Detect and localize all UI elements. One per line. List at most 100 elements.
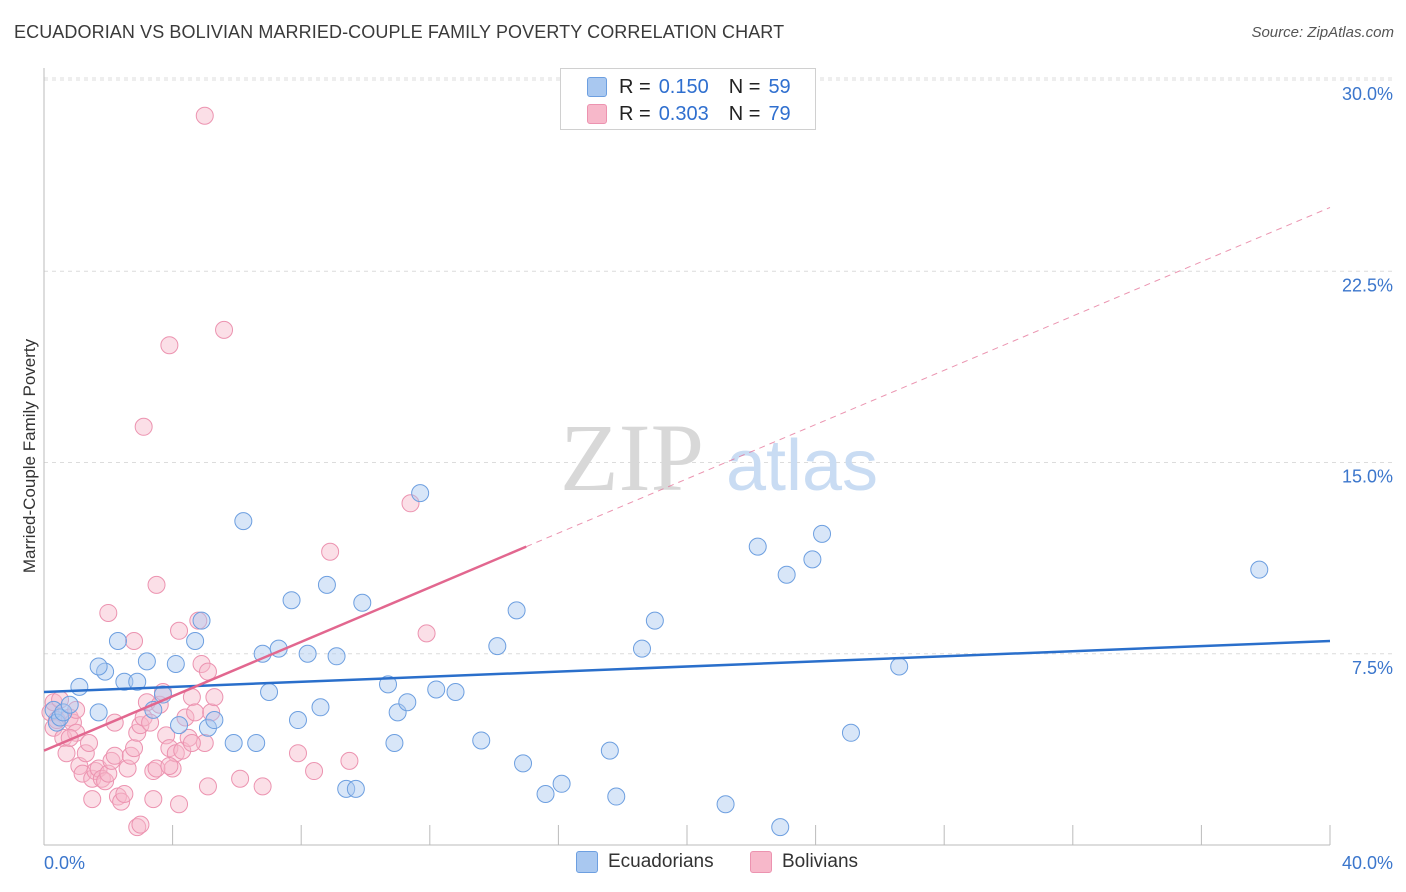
legend-r-value: 0.150 xyxy=(658,75,709,98)
ecuadorian-point xyxy=(205,711,224,730)
x-tick-label-min: 0.0% xyxy=(44,853,85,873)
watermark-atlas: atlas xyxy=(726,426,878,506)
bolivian-point xyxy=(131,815,150,834)
series-legend-bolivians[interactable]: Bolivians xyxy=(750,851,858,873)
bolivian-point xyxy=(125,739,144,758)
bolivian-point xyxy=(176,708,195,727)
bolivian-point xyxy=(195,106,214,125)
ecuadorian-point xyxy=(379,675,398,694)
ecuadorian-point xyxy=(47,713,66,732)
bolivian-point xyxy=(83,790,102,809)
ecuadorian-point xyxy=(54,703,73,722)
ecuadorian-point xyxy=(311,698,330,717)
ecuadorian-point xyxy=(385,734,404,752)
bolivian-points xyxy=(41,106,436,837)
ecuadorian-point xyxy=(398,693,417,712)
bolivian-point xyxy=(215,320,234,339)
series-legend-label: Ecuadorians xyxy=(608,851,714,872)
y-tick-label: 15.0% xyxy=(1342,467,1393,487)
bolivian-point xyxy=(102,751,121,770)
ecuadorian-point xyxy=(192,611,211,630)
correlation-legend: R = 0.150 N = 59 R = 0.303 N = 79 xyxy=(560,68,816,130)
ecuadorian-point xyxy=(716,795,735,814)
ecuadorian-legend-swatch xyxy=(576,851,598,873)
ecuadorian-point xyxy=(552,774,571,793)
bolivian-point xyxy=(125,632,144,650)
y-tick-label: 22.5% xyxy=(1342,275,1393,295)
ecuadorian-point xyxy=(166,654,185,673)
bolivian-trend-line xyxy=(43,545,527,752)
bolivian-point xyxy=(186,703,205,722)
ecuadorian-point xyxy=(427,680,446,699)
watermark: ZIP atlas xyxy=(560,404,878,511)
bolivian-point xyxy=(76,744,95,763)
bolivian-point xyxy=(198,777,217,796)
bolivian-point xyxy=(134,417,153,436)
bolivian-point xyxy=(144,790,163,809)
ecuadorian-point xyxy=(748,537,767,556)
bolivian-point xyxy=(170,621,189,640)
ecuadorian-point xyxy=(60,695,79,714)
ecuadorian-point xyxy=(488,637,507,656)
y-tick-label: 7.5% xyxy=(1352,658,1393,678)
ecuadorian-point xyxy=(115,672,134,691)
bolivian-point xyxy=(253,777,272,796)
ecuadorian-point xyxy=(298,644,317,663)
ecuadorian-swatch xyxy=(587,77,607,97)
bolivian-point xyxy=(41,703,60,722)
chart-title: ECUADORIAN VS BOLIVIAN MARRIED-COUPLE FA… xyxy=(14,22,785,42)
bolivian-point xyxy=(163,759,182,778)
bolivian-trend-extension xyxy=(526,207,1331,548)
ecuadorian-point xyxy=(108,632,127,650)
ecuadorian-point xyxy=(327,647,346,666)
legend-n-value: 59 xyxy=(768,75,791,98)
ecuadorian-point xyxy=(89,703,108,722)
bolivian-point xyxy=(192,654,211,673)
ecuadorian-point xyxy=(777,565,796,584)
bolivian-point xyxy=(195,734,214,752)
bolivian-point xyxy=(321,542,340,561)
ecuadorian-point xyxy=(51,708,70,727)
bolivian-point xyxy=(160,756,179,775)
axes xyxy=(43,68,1331,846)
gridlines xyxy=(44,77,1392,655)
ecuadorian-point xyxy=(813,524,832,543)
ecuadorian-point xyxy=(536,785,555,803)
bolivian-point xyxy=(205,688,224,707)
bolivian-point xyxy=(288,744,307,763)
bolivian-point xyxy=(128,818,147,837)
bolivian-point xyxy=(170,795,189,814)
ecuadorian-point xyxy=(317,575,336,594)
ecuadorian-points xyxy=(44,484,1269,837)
ecuadorian-point xyxy=(288,711,307,730)
ecuadorian-point xyxy=(137,652,156,671)
ecuadorian-point xyxy=(353,593,372,612)
legend-r-label: R = xyxy=(619,75,651,98)
bolivian-point xyxy=(305,762,324,781)
bolivian-point xyxy=(160,336,179,355)
bolivian-point xyxy=(80,734,99,752)
ecuadorian-point xyxy=(411,484,430,503)
legend-n-label: N = xyxy=(728,102,761,125)
ecuadorian-point xyxy=(346,779,365,798)
x-tick-label-max: 40.0% xyxy=(1342,853,1393,873)
ecuadorian-point xyxy=(514,754,533,773)
ecuadorian-point xyxy=(70,677,89,696)
ecuadorian-point xyxy=(645,611,664,630)
bolivian-point xyxy=(182,734,201,752)
legend-n-label: N = xyxy=(728,75,761,98)
ecuadorian-point xyxy=(446,683,465,701)
bolivian-point xyxy=(340,751,359,770)
watermark-zip: ZIP xyxy=(560,404,704,511)
ecuadorian-point xyxy=(600,741,619,760)
ecuadorian-point xyxy=(170,716,189,735)
bolivian-point xyxy=(115,785,134,803)
trend-lines xyxy=(43,207,1331,752)
ecuadorian-point xyxy=(186,632,205,650)
source-credit: Source: ZipAtlas.com xyxy=(1251,24,1394,41)
series-legend-ecuadorians[interactable]: Ecuadorians xyxy=(576,851,714,873)
ecuadorian-point xyxy=(803,550,822,569)
ecuadorian-point xyxy=(337,779,356,798)
y-tick-label: 30.0% xyxy=(1342,84,1393,104)
